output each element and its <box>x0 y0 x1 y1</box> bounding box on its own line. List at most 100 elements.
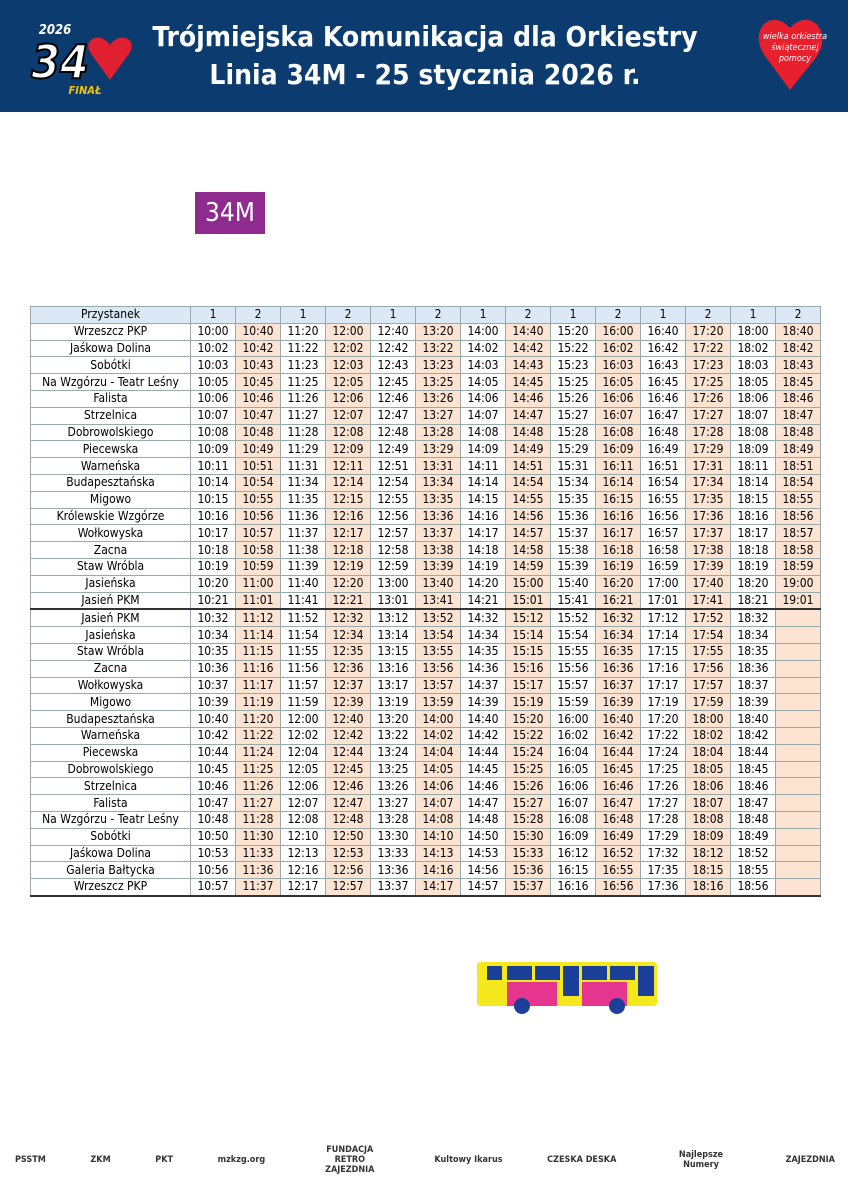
departure-time: 14:57 <box>460 878 506 897</box>
logo-right-text: wielka orkiestra świątecznej pomocy <box>762 32 828 64</box>
departure-time: 12:37 <box>325 676 371 695</box>
departure-time: 16:52 <box>595 844 641 863</box>
departure-time: 10:32 <box>190 608 236 628</box>
departure-time: 16:20 <box>595 574 641 593</box>
sponsor-logo: CZESKA DESKA <box>547 1155 617 1165</box>
departure-time: 12:06 <box>280 777 326 796</box>
departure-time: 12:46 <box>370 389 416 408</box>
timetable-row: Jaśkowa Dolina 10:53 11:33 12:13 12:53 13:33 1… <box>30 844 821 863</box>
empty-cell <box>775 760 821 779</box>
column-header: Przystanek <box>30 306 191 324</box>
departure-time: 18:45 <box>730 760 776 779</box>
departure-time: 11:17 <box>235 676 281 695</box>
departure-time: 11:26 <box>280 389 326 408</box>
timetable-row: Budapesztańska 10:40 11:20 12:00 12:40 13:20 1… <box>30 710 821 728</box>
departure-time: 10:36 <box>190 659 236 678</box>
departure-time: 11:41 <box>280 591 326 610</box>
departure-time: 12:20 <box>325 574 371 593</box>
timetable-row: Zacna 10:18 10:58 11:38 12:18 12:58 13:38 14:18… <box>30 541 821 559</box>
departure-time: 10:11 <box>190 457 236 475</box>
departure-time: 17:35 <box>640 861 686 880</box>
departure-time: 12:42 <box>325 726 371 745</box>
column-header: 1 <box>550 306 596 324</box>
departure-time: 16:49 <box>640 440 686 459</box>
departure-time: 18:37 <box>730 676 776 695</box>
departure-time: 16:57 <box>640 524 686 543</box>
header-row: Przystanek 1 2 1 2 1 2 1 2 1 2 1 2 1 2 <box>30 306 821 324</box>
departure-time: 14:14 <box>460 473 506 492</box>
departure-time: 15:33 <box>505 844 551 863</box>
departure-time: 13:39 <box>415 557 461 576</box>
timetable-row: Zacna 10:36 11:16 11:56 12:36 13:16 13:56 14:36… <box>30 659 821 678</box>
departure-time: 14:55 <box>505 490 551 509</box>
departure-time: 10:37 <box>190 676 236 695</box>
empty-cell <box>775 743 821 762</box>
departure-time: 16:15 <box>595 490 641 509</box>
column-header: 1 <box>190 306 236 324</box>
departure-time: 12:08 <box>325 423 371 442</box>
departure-time: 17:36 <box>640 878 686 897</box>
departure-time: 18:18 <box>730 541 776 559</box>
departure-time: 12:17 <box>280 878 326 897</box>
departure-time: 16:45 <box>640 373 686 391</box>
departure-time: 11:56 <box>280 659 326 678</box>
departure-time: 10:42 <box>235 339 281 358</box>
departure-time: 18:00 <box>730 322 776 341</box>
departure-time: 14:06 <box>460 389 506 408</box>
departure-time: 11:34 <box>280 473 326 492</box>
departure-time: 17:31 <box>685 457 731 475</box>
departure-time: 13:23 <box>415 356 461 375</box>
departure-time: 14:59 <box>505 557 551 576</box>
departure-time: 10:58 <box>235 541 281 559</box>
departure-time: 14:48 <box>505 423 551 442</box>
departure-time: 12:53 <box>325 844 371 863</box>
departure-time: 18:39 <box>730 693 776 712</box>
departure-time: 16:16 <box>550 878 596 897</box>
departure-time: 17:26 <box>640 777 686 796</box>
departure-time: 10:14 <box>190 473 236 492</box>
departure-time: 18:05 <box>730 373 776 391</box>
departure-time: 12:09 <box>325 440 371 459</box>
departure-time: 12:08 <box>280 810 326 829</box>
departure-time: 15:52 <box>550 608 596 628</box>
departure-time: 16:35 <box>595 642 641 661</box>
departure-time: 15:56 <box>550 659 596 678</box>
departure-time: 12:54 <box>370 473 416 492</box>
departure-time: 14:08 <box>415 810 461 829</box>
departure-time: 14:36 <box>460 659 506 678</box>
departure-time: 11:59 <box>280 693 326 712</box>
departure-time: 14:07 <box>460 406 506 425</box>
sponsor-logo: mzkzg.org <box>217 1155 266 1165</box>
departure-time: 14:05 <box>415 760 461 779</box>
departure-time: 16:11 <box>595 457 641 475</box>
departure-time: 15:40 <box>550 574 596 593</box>
departure-time: 18:11 <box>730 457 776 475</box>
departure-time: 15:41 <box>550 591 596 610</box>
departure-time: 11:19 <box>235 693 281 712</box>
departure-time: 12:15 <box>325 490 371 509</box>
departure-time: 18:08 <box>685 810 731 829</box>
departure-time: 14:06 <box>415 777 461 796</box>
departure-time: 13:37 <box>370 878 416 897</box>
departure-time: 14:18 <box>460 541 506 559</box>
sponsor-logo: PKT <box>155 1155 174 1165</box>
departure-time: 18:02 <box>730 339 776 358</box>
departure-time: 11:37 <box>235 878 281 897</box>
departure-time: 17:24 <box>640 743 686 762</box>
sponsor-logos: PSSTM ZKM PKT mzkzg.org FUNDACJA RETRO ZAJEZ… <box>15 1140 835 1180</box>
departure-time: 12:17 <box>325 524 371 543</box>
departure-time: 10:05 <box>190 373 236 391</box>
logo-number: 34 <box>31 35 89 89</box>
departure-time: 14:16 <box>460 507 506 526</box>
timetable-row: Na Wzgórzu - Teatr Leśny 10:05 10:45 11:25 1… <box>30 373 821 391</box>
departure-time: 11:23 <box>280 356 326 375</box>
departure-time: 15:17 <box>505 676 551 695</box>
departure-time: 18:51 <box>775 457 821 475</box>
departure-time: 15:26 <box>550 389 596 408</box>
departure-time: 16:03 <box>595 356 641 375</box>
departure-time: 17:19 <box>640 693 686 712</box>
departure-time: 18:36 <box>730 659 776 678</box>
departure-time: 14:34 <box>460 626 506 644</box>
departure-time: 16:55 <box>595 861 641 880</box>
departure-time: 10:06 <box>190 389 236 408</box>
